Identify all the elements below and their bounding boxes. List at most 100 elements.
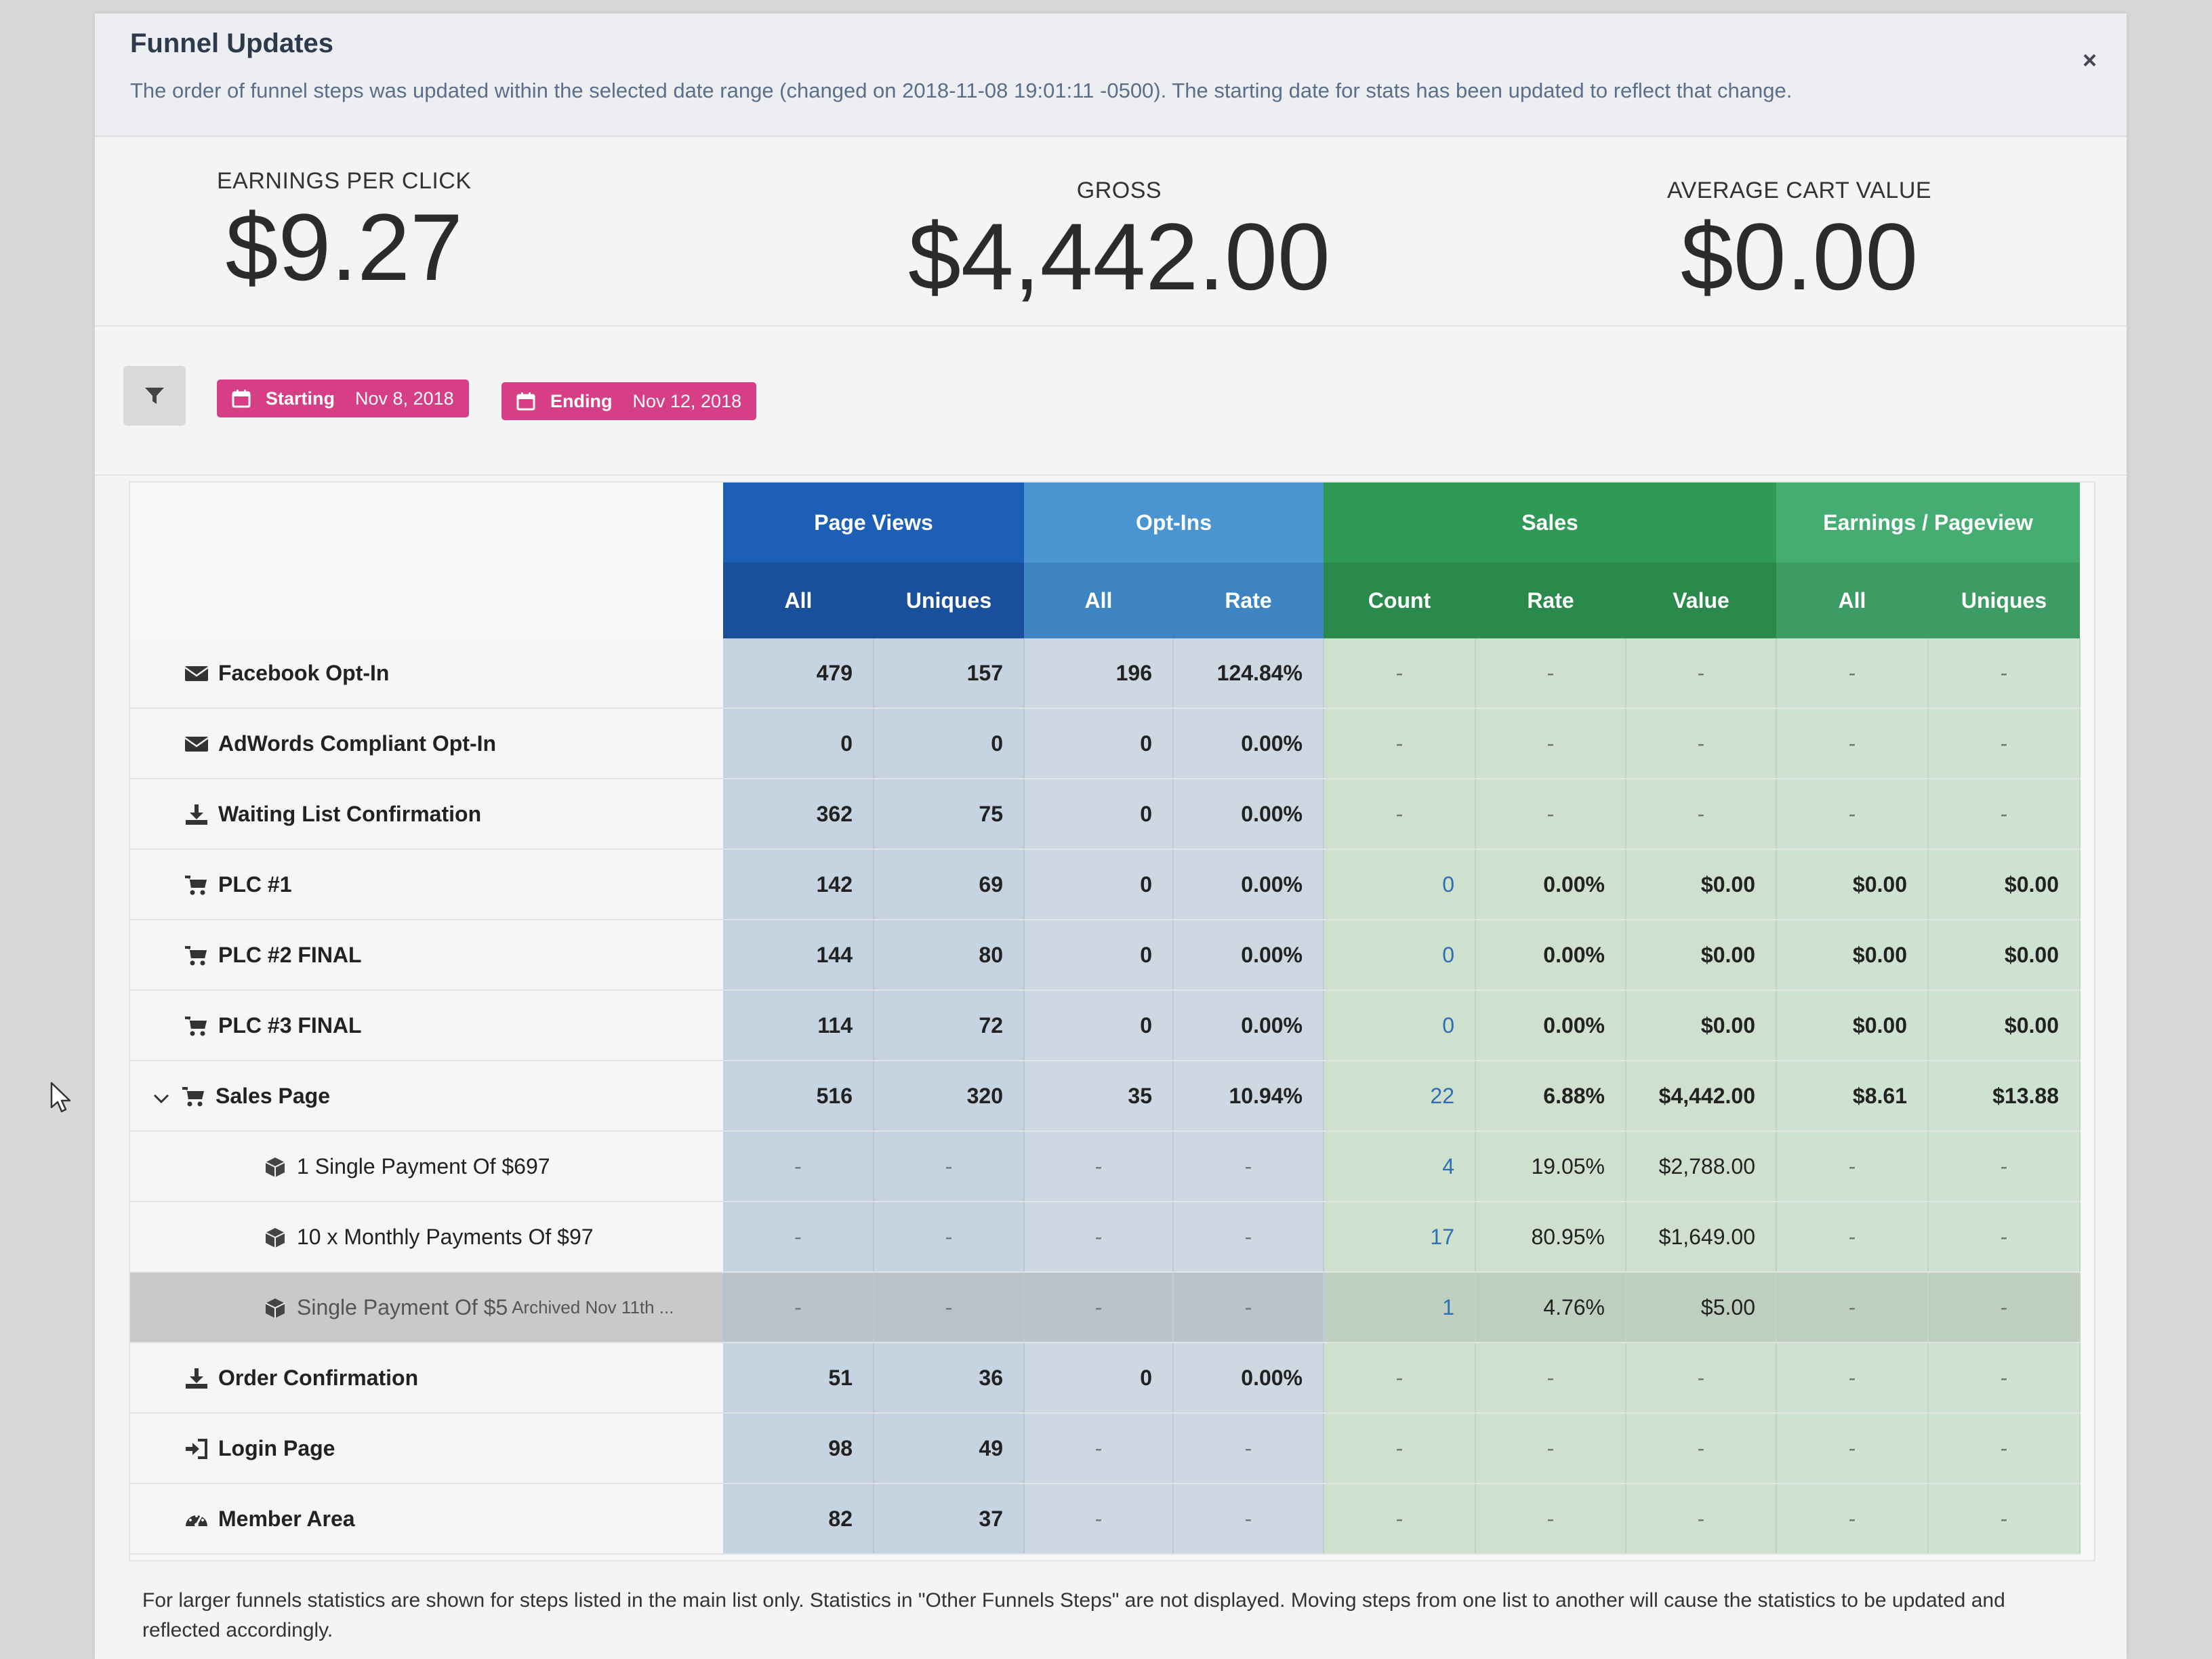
- table-row[interactable]: PLC #3 FINAL 114 72 0 0.00% 0 0.00% $0.00 $0.00 $…: [130, 990, 2081, 1061]
- table-row[interactable]: Facebook Opt-In 479 157 196 124.84% - - - - -: [130, 638, 2081, 709]
- step-name[interactable]: Sales Page: [216, 1084, 330, 1109]
- cell-optin-rate: 124.84%: [1173, 638, 1324, 709]
- cell-earn-uniques: -: [1928, 708, 2081, 779]
- cell-pv-all: 516: [723, 1061, 874, 1132]
- table-row[interactable]: Login Page 98 49- - - - - - -: [130, 1413, 2081, 1484]
- cell-sales-value: $5.00: [1626, 1272, 1777, 1343]
- cell-pv-all: 0: [723, 708, 874, 779]
- alert-text: The order of funnel steps was updated wi…: [130, 79, 1793, 102]
- cell-sales-rate: 6.88%: [1475, 1061, 1626, 1132]
- cell-sales-value: $0.00: [1626, 920, 1777, 991]
- envelope-icon: [184, 663, 209, 684]
- cell-sales-count[interactable]: 22: [1324, 1061, 1476, 1132]
- cell-sales-count: -: [1324, 1483, 1476, 1555]
- ending-date-chip[interactable]: Ending Nov 12, 2018: [501, 382, 757, 420]
- table-row[interactable]: 1 Single Payment Of $697- - - -4 19.05% $2,78…: [130, 1131, 2081, 1202]
- starting-date-chip[interactable]: Starting Nov 8, 2018: [217, 380, 469, 417]
- chevron-down-icon[interactable]: [153, 1084, 169, 1109]
- table-row[interactable]: 10 x Monthly Payments Of $97- - - -17 80.95%…: [130, 1202, 2081, 1273]
- table-row[interactable]: PLC #2 FINAL 144 80 0 0.00% 0 0.00% $0.00 $0.00 $…: [130, 920, 2081, 991]
- cell-sales-value: $2,788.00: [1626, 1131, 1777, 1202]
- cell-pv-uniques: 320: [874, 1061, 1025, 1132]
- cell-optin-all: 196: [1024, 638, 1174, 709]
- cell-earn-all: -: [1776, 708, 1929, 779]
- cell-sales-value: -: [1626, 1483, 1777, 1555]
- cell-pv-uniques: -: [874, 1272, 1025, 1343]
- header-spacer: [130, 483, 723, 562]
- close-icon[interactable]: ×: [2082, 46, 2097, 74]
- step-name[interactable]: 1 Single Payment Of $697: [297, 1154, 550, 1179]
- step-name[interactable]: Order Confirmation: [218, 1366, 419, 1391]
- table-row[interactable]: Member Area 82 37- - - - - - -: [130, 1483, 2081, 1555]
- ending-date: Nov 12, 2018: [632, 390, 742, 411]
- cell-sales-count[interactable]: 0: [1324, 920, 1476, 991]
- footer-note: For larger funnels statistics are shown …: [142, 1589, 2005, 1641]
- step-name[interactable]: PLC #1: [218, 872, 292, 897]
- step-name[interactable]: AdWords Compliant Opt-In: [218, 731, 497, 756]
- cell-sales-rate: -: [1475, 708, 1626, 779]
- step-name[interactable]: Login Page: [218, 1436, 335, 1461]
- filter-icon: [145, 388, 164, 404]
- cell-optin-all: 0: [1024, 1343, 1174, 1414]
- stat-value: $0.00: [1680, 203, 1919, 310]
- starting-label: Starting: [266, 388, 335, 409]
- col-sales-value: Value: [1626, 562, 1776, 638]
- cell-pv-all: -: [723, 1131, 874, 1202]
- cell-sales-value: $0.00: [1626, 990, 1777, 1061]
- step-name[interactable]: Facebook Opt-In: [218, 661, 390, 686]
- cell-pv-uniques: 72: [874, 990, 1025, 1061]
- cell-sales-rate: 0.00%: [1475, 990, 1626, 1061]
- cell-sales-value: -: [1626, 1343, 1777, 1414]
- cell-pv-all: 479: [723, 638, 874, 709]
- cell-pv-uniques: 80: [874, 920, 1025, 991]
- cell-pv-uniques: 49: [874, 1413, 1025, 1484]
- step-name[interactable]: PLC #2 FINAL: [218, 943, 362, 968]
- table-row[interactable]: PLC #1 142 69 0 0.00% 0 0.00% $0.00 $0.00 $0.00: [130, 849, 2081, 920]
- cell-optin-all: -: [1024, 1483, 1174, 1555]
- cell-earn-uniques: -: [1928, 1272, 2081, 1343]
- filter-button[interactable]: [123, 366, 186, 426]
- cell-sales-count[interactable]: 0: [1324, 849, 1476, 920]
- cell-sales-count[interactable]: 4: [1324, 1131, 1476, 1202]
- cell-earn-uniques: -: [1928, 779, 2081, 850]
- col-sales-count: Count: [1324, 562, 1475, 638]
- table-row[interactable]: Single Payment Of $5 Archived Nov 11th .…: [130, 1272, 2081, 1343]
- cell-optin-all: 0: [1024, 708, 1174, 779]
- cell-optin-all: 35: [1024, 1061, 1174, 1132]
- table-row[interactable]: Sales Page 516 320 35 10.94% 22 6.88% $4,442.00…: [130, 1061, 2081, 1132]
- cell-sales-rate: 19.05%: [1475, 1131, 1626, 1202]
- cell-sales-count[interactable]: 0: [1324, 990, 1476, 1061]
- table-row[interactable]: Waiting List Confirmation 362 75 0 0.00% - - - -…: [130, 779, 2081, 850]
- funnel-steps-table: Page Views Opt-Ins Sales Earnings / Page…: [129, 481, 2095, 1561]
- earnings-per-click-stat: EARNINGS PER CLICK $9.27: [217, 168, 472, 297]
- cell-earn-all: -: [1776, 779, 1929, 850]
- average-cart-value-stat: AVERAGE CART VALUE $0.00: [1667, 178, 1931, 306]
- col-page-views-uniques: Uniques: [874, 562, 1024, 638]
- cell-earn-all: $0.00: [1776, 849, 1929, 920]
- cell-optin-all: -: [1024, 1413, 1174, 1484]
- cell-earn-all: -: [1776, 1272, 1929, 1343]
- stat-label: AVERAGE CART VALUE: [1667, 178, 1932, 203]
- cell-pv-all: -: [723, 1272, 874, 1343]
- step-name[interactable]: 10 x Monthly Payments Of $97: [297, 1225, 594, 1250]
- cell-sales-count: -: [1324, 779, 1476, 850]
- cell-pv-all: -: [723, 1202, 874, 1273]
- cell-pv-uniques: 36: [874, 1343, 1025, 1414]
- cell-sales-count[interactable]: 17: [1324, 1202, 1476, 1273]
- table-row[interactable]: Order Confirmation 51 36 0 0.00% - - - - -: [130, 1343, 2081, 1414]
- cell-sales-value: -: [1626, 779, 1777, 850]
- funnel-stats-panel: Funnel Updates The order of funnel steps…: [95, 14, 2127, 1659]
- step-name[interactable]: PLC #3 FINAL: [218, 1013, 362, 1038]
- cell-sales-count[interactable]: 1: [1324, 1272, 1476, 1343]
- step-name[interactable]: Member Area: [218, 1507, 355, 1532]
- cell-sales-value: $4,442.00: [1626, 1061, 1777, 1132]
- cell-optin-all: -: [1024, 1202, 1174, 1273]
- cell-sales-value: $0.00: [1626, 849, 1777, 920]
- table-row[interactable]: AdWords Compliant Opt-In 0 0 0 0.00% - - - - -: [130, 708, 2081, 779]
- cell-optin-all: -: [1024, 1131, 1174, 1202]
- step-name[interactable]: Waiting List Confirmation: [218, 802, 482, 827]
- cell-pv-all: 82: [723, 1483, 874, 1555]
- cell-sales-rate: 0.00%: [1475, 849, 1626, 920]
- cell-pv-uniques: 37: [874, 1483, 1025, 1555]
- step-name[interactable]: Single Payment Of $5: [297, 1295, 508, 1320]
